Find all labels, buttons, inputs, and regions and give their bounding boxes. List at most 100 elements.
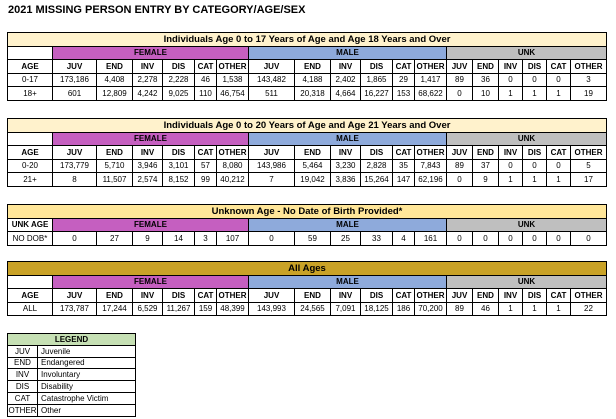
column-header: DIS bbox=[360, 288, 393, 303]
legend-label: Catastrophe Victim bbox=[37, 391, 136, 405]
column-header: CAT bbox=[392, 59, 415, 74]
legend-title: LEGEND bbox=[7, 333, 136, 346]
column-header: OTHER bbox=[216, 145, 249, 160]
value-cell: 11,267 bbox=[162, 301, 195, 316]
value-cell: 1 bbox=[546, 301, 571, 316]
age-cell: NO DOB* bbox=[7, 231, 53, 246]
value-cell: 36 bbox=[472, 72, 499, 87]
value-cell: 110 bbox=[194, 86, 217, 101]
column-header: END bbox=[96, 59, 133, 74]
value-cell: 3 bbox=[194, 231, 217, 246]
value-cell: 7,091 bbox=[330, 301, 361, 316]
age-cell: 18+ bbox=[7, 86, 53, 101]
value-cell: 3,101 bbox=[162, 158, 195, 173]
value-cell: 0 bbox=[522, 158, 547, 173]
group-header: FEMALE bbox=[52, 131, 249, 146]
page-title: 2021 MISSING PERSON ENTRY BY CATEGORY/AG… bbox=[8, 4, 306, 16]
group-row: UNK AGE FEMALE MALE UNK bbox=[7, 217, 607, 232]
column-header: END bbox=[472, 59, 499, 74]
heading-row: Individuals Age 0 to 17 Years of Age and… bbox=[7, 32, 607, 47]
column-header: END bbox=[472, 288, 499, 303]
value-cell: 40,212 bbox=[216, 172, 249, 187]
value-cell: 62,196 bbox=[414, 172, 447, 187]
value-cell: 1 bbox=[522, 86, 547, 101]
value-cell: 1 bbox=[498, 301, 523, 316]
data-table: Unknown Age - No Date of Birth Provided*… bbox=[7, 204, 607, 246]
value-cell: 57 bbox=[194, 158, 217, 173]
column-header: CAT bbox=[546, 145, 571, 160]
column-header: END bbox=[472, 145, 499, 160]
group-row: FEMALE MALE UNK bbox=[7, 45, 607, 60]
column-header: OTHER bbox=[216, 59, 249, 74]
value-cell: 173,779 bbox=[52, 158, 97, 173]
value-cell: 0 bbox=[570, 231, 607, 246]
legend-row: INV Involuntary bbox=[7, 368, 136, 382]
column-header: CAT bbox=[194, 145, 217, 160]
value-cell: 0 bbox=[546, 72, 571, 87]
value-cell: 2,402 bbox=[330, 72, 361, 87]
column-header: JUV bbox=[446, 288, 473, 303]
legend-code: JUV bbox=[7, 344, 38, 358]
value-cell: 89 bbox=[446, 301, 473, 316]
column-header: CAT bbox=[546, 59, 571, 74]
group-header: MALE bbox=[248, 45, 447, 60]
legend-code: CAT bbox=[7, 391, 38, 405]
heading-row: Individuals Age 0 to 20 Years of Age and… bbox=[7, 118, 607, 133]
value-cell: 89 bbox=[446, 72, 473, 87]
column-header: JUV bbox=[52, 145, 97, 160]
value-cell: 1 bbox=[498, 86, 523, 101]
column-header: JUV bbox=[248, 59, 295, 74]
legend-code: END bbox=[7, 356, 38, 370]
value-cell: 8,152 bbox=[162, 172, 195, 187]
value-cell: 4,408 bbox=[96, 72, 133, 87]
age-header: AGE bbox=[7, 59, 53, 74]
value-cell: 25 bbox=[330, 231, 361, 246]
value-cell: 2,228 bbox=[162, 72, 195, 87]
column-header: DIS bbox=[360, 59, 393, 74]
group-header: FEMALE bbox=[52, 274, 249, 289]
value-cell: 20,318 bbox=[294, 86, 331, 101]
column-header: INV bbox=[330, 145, 361, 160]
corner-cell bbox=[7, 131, 53, 146]
age-cell: 21+ bbox=[7, 172, 53, 187]
value-cell: 173,787 bbox=[52, 301, 97, 316]
column-header: OTHER bbox=[570, 288, 607, 303]
value-cell: 511 bbox=[248, 86, 295, 101]
value-cell: 59 bbox=[294, 231, 331, 246]
value-cell: 5 bbox=[570, 158, 607, 173]
age-header: AGE bbox=[7, 288, 53, 303]
value-cell: 6,529 bbox=[132, 301, 163, 316]
value-cell: 2,828 bbox=[360, 158, 393, 173]
column-header: INV bbox=[132, 288, 163, 303]
value-cell: 4,188 bbox=[294, 72, 331, 87]
value-cell: 48,399 bbox=[216, 301, 249, 316]
value-cell: 7 bbox=[248, 172, 295, 187]
value-cell: 14 bbox=[162, 231, 195, 246]
column-header: END bbox=[96, 145, 133, 160]
value-cell: 27 bbox=[96, 231, 133, 246]
corner-cell: UNK AGE bbox=[7, 217, 53, 232]
column-header: END bbox=[96, 288, 133, 303]
column-header: JUV bbox=[248, 288, 295, 303]
heading-row: All Ages bbox=[7, 261, 607, 276]
column-header: INV bbox=[330, 59, 361, 74]
value-cell: 99 bbox=[194, 172, 217, 187]
value-cell: 143,482 bbox=[248, 72, 295, 87]
value-cell: 0 bbox=[446, 172, 473, 187]
group-row: FEMALE MALE UNK bbox=[7, 274, 607, 289]
value-cell: 0 bbox=[546, 158, 571, 173]
value-cell: 19,042 bbox=[294, 172, 331, 187]
value-cell: 46,754 bbox=[216, 86, 249, 101]
value-cell: 1 bbox=[498, 172, 523, 187]
data-row: ALL 173,787 17,244 6,529 11,267 159 48,399 143,… bbox=[7, 301, 607, 316]
legend-label: Other bbox=[37, 403, 136, 417]
value-cell: 143,986 bbox=[248, 158, 295, 173]
value-cell: 3 bbox=[570, 72, 607, 87]
value-cell: 15,264 bbox=[360, 172, 393, 187]
value-cell: 8 bbox=[52, 172, 97, 187]
column-header: INV bbox=[132, 145, 163, 160]
value-cell: 159 bbox=[194, 301, 217, 316]
data-table: Individuals Age 0 to 17 Years of Age and… bbox=[7, 32, 607, 101]
group-header: UNK bbox=[446, 131, 607, 146]
